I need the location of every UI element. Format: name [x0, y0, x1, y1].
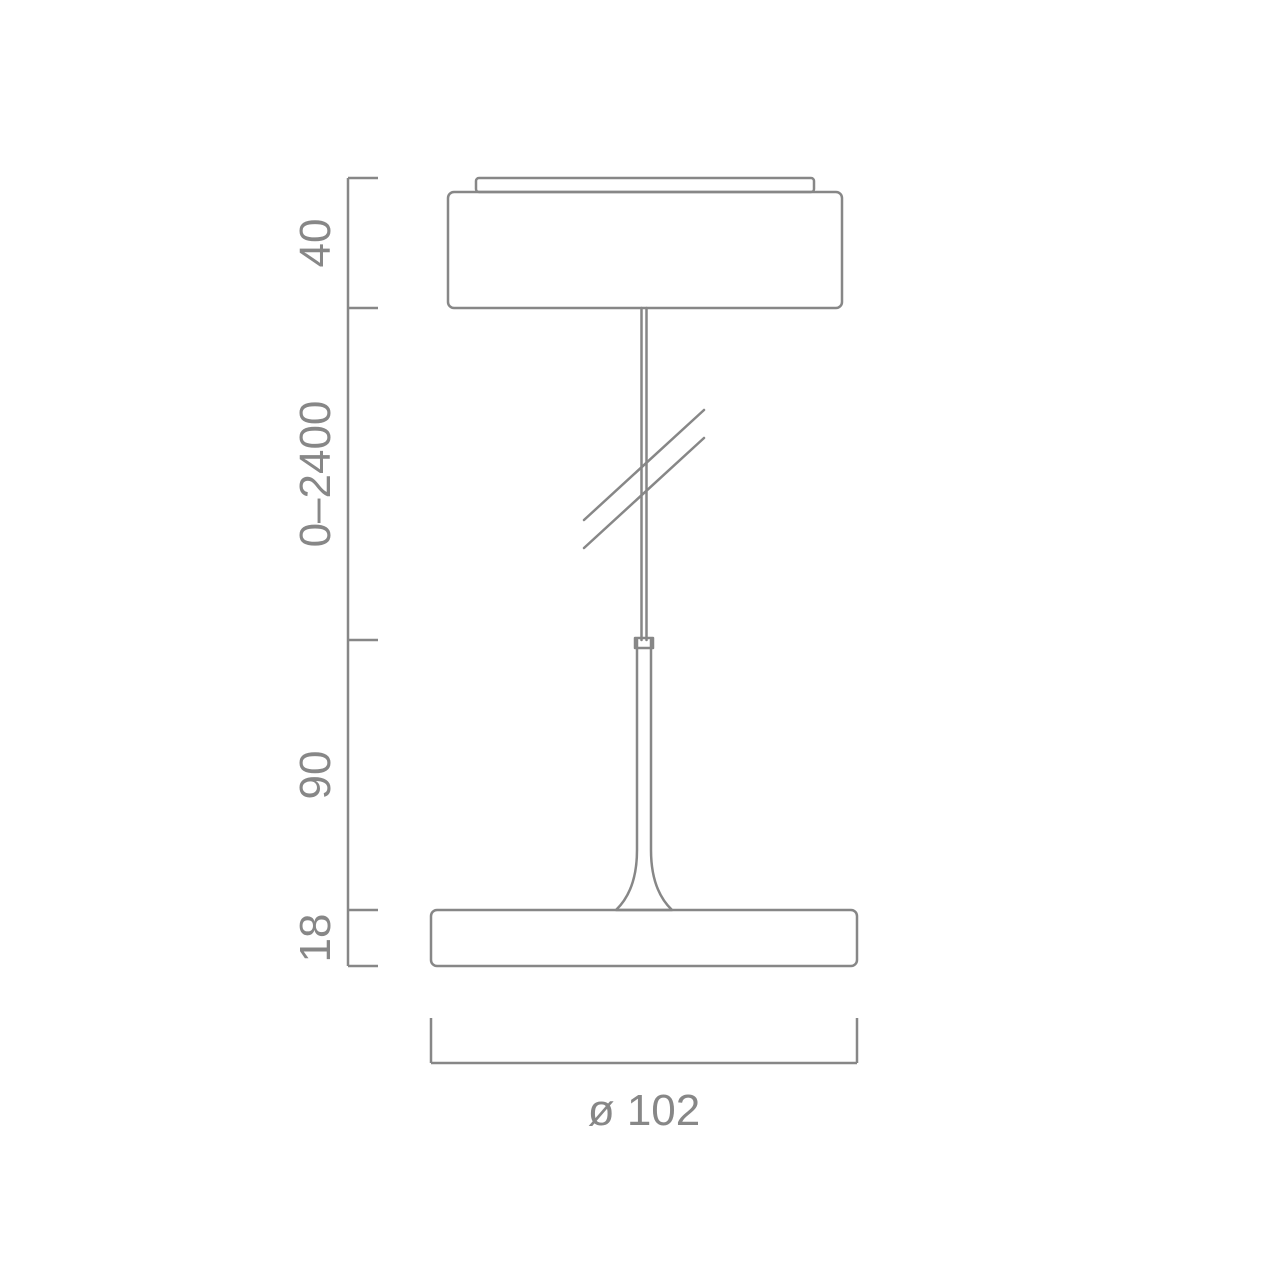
dim-label-diameter: ø 102: [588, 1086, 701, 1135]
dim-label-base: 18: [291, 914, 340, 963]
dim-label-top: 40: [291, 219, 340, 268]
base: [431, 910, 857, 966]
break-mark-2: [584, 438, 704, 548]
stem: [616, 640, 672, 910]
break-mark-1: [584, 410, 704, 520]
dim-label-stem: 90: [291, 751, 340, 800]
top-body: [448, 192, 842, 308]
dim-label-cable: 0–2400: [291, 401, 340, 548]
top-cap: [476, 178, 814, 192]
